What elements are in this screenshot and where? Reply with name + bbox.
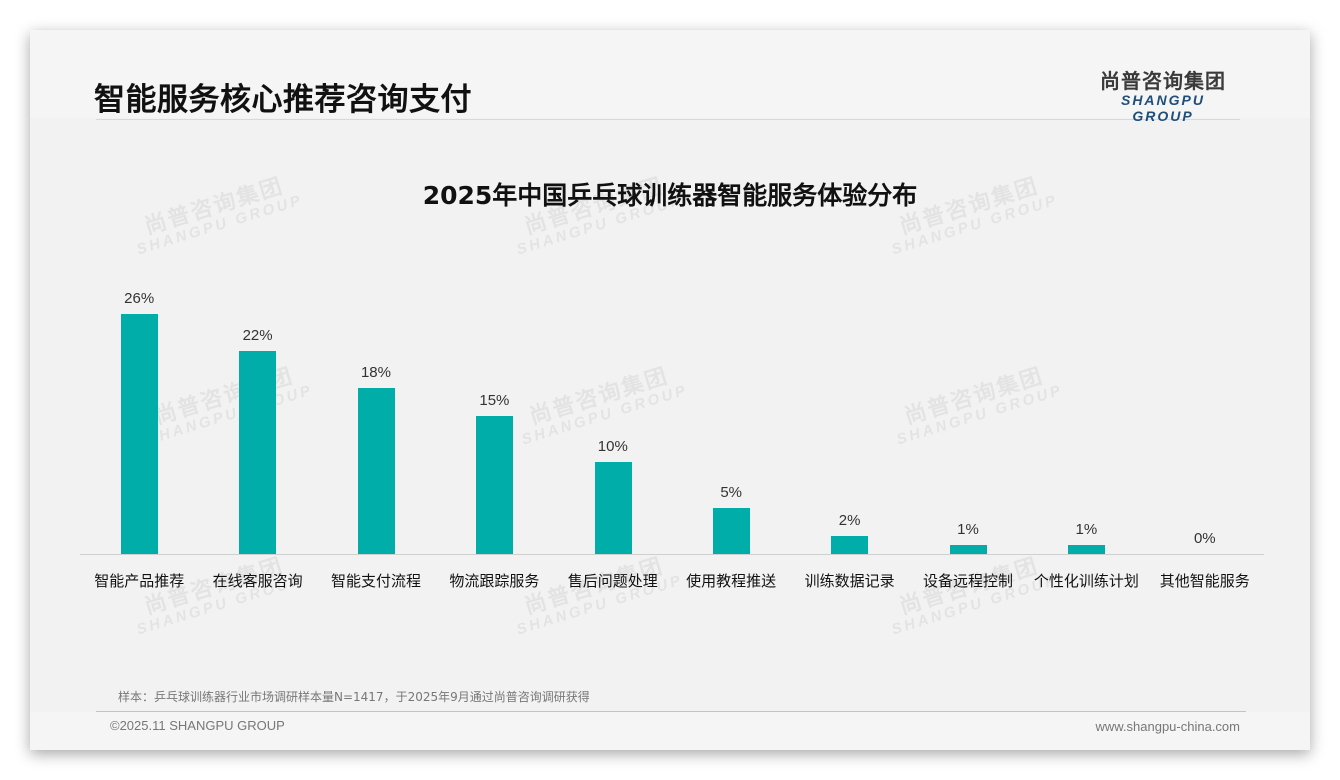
bar-group: 26% xyxy=(80,260,198,554)
category-label: 使用教程推送 xyxy=(686,572,777,590)
bar[interactable] xyxy=(713,507,750,554)
company-logo: 尚普咨询集团 SHANGPU GROUP xyxy=(1088,65,1238,124)
bar[interactable] xyxy=(949,544,987,554)
value-label: 5% xyxy=(720,483,743,501)
value-label: 1% xyxy=(957,520,979,538)
value-label: 15% xyxy=(479,391,510,409)
value-label: 26% xyxy=(124,290,155,307)
bar-group: 22% xyxy=(198,260,316,554)
slide: 智能服务核心推荐咨询支付 尚普咨询集团 SHANGPU GROUP 尚普咨询集团… xyxy=(30,30,1310,750)
bar[interactable] xyxy=(357,387,395,554)
bar[interactable] xyxy=(121,314,158,554)
logo-en: SHANGPU GROUP xyxy=(1120,92,1205,124)
category-label: 智能产品推荐 xyxy=(94,572,185,590)
watermark: 尚普咨询集团 SHANGPU GROUP xyxy=(514,553,686,639)
category-label: 设备远程控制 xyxy=(922,572,1013,590)
page-title: 智能服务核心推荐咨询支付 xyxy=(94,82,472,118)
value-label: 10% xyxy=(597,437,628,455)
header-band xyxy=(30,30,1310,118)
watermark: 尚普咨询集团 SHANGPU GROUP xyxy=(889,553,1061,639)
bar[interactable] xyxy=(594,461,632,554)
bar-group: 5% xyxy=(672,260,790,554)
logo-cn: 尚普咨询集团 xyxy=(1100,69,1226,93)
bar-group: 0% xyxy=(1146,260,1264,554)
chart-title: 2025年中国乒乓球训练器智能服务体验分布 xyxy=(422,181,918,210)
copyright: ©2025.11 SHANGPU GROUP xyxy=(110,718,285,733)
bar-group: 15% xyxy=(435,260,553,554)
bar-group: 2% xyxy=(790,260,908,554)
sample-note: 样本：乒乓球训练器行业市场调研样本量N=1417，于2025年9月通过尚普咨询调… xyxy=(118,690,590,704)
value-label: 0% xyxy=(1193,530,1216,547)
bar-group: 18% xyxy=(317,260,435,554)
value-label: 18% xyxy=(360,363,391,381)
watermark: 尚普咨询集团 SHANGPU GROUP xyxy=(134,553,306,639)
x-axis-line xyxy=(80,554,1264,555)
bar[interactable] xyxy=(831,535,869,554)
category-label: 物流跟踪服务 xyxy=(449,572,540,590)
footer-band xyxy=(30,712,1310,750)
value-label: 1% xyxy=(1075,520,1098,538)
category-label: 在线客服咨询 xyxy=(212,572,303,590)
category-label: 个性化训练计划 xyxy=(1033,572,1139,590)
bar-group: 1% xyxy=(1027,260,1145,554)
bar-group: 10% xyxy=(554,260,672,554)
bar[interactable] xyxy=(476,415,514,554)
bar[interactable] xyxy=(239,350,277,554)
website-link[interactable]: www.shangpu-china.com xyxy=(1095,719,1240,734)
category-label: 训练数据记录 xyxy=(804,572,895,590)
category-label: 智能支付流程 xyxy=(330,572,421,590)
value-label: 2% xyxy=(838,511,861,529)
footer-divider xyxy=(96,711,1246,712)
bar-group: 1% xyxy=(909,260,1027,554)
bar[interactable] xyxy=(1068,544,1106,554)
category-label: 售后问题处理 xyxy=(567,572,658,590)
value-label: 22% xyxy=(242,326,273,344)
bar-chart: 26% 智能产品推荐 22% 在线客服咨询 18% 智能支付流程 15% 物流跟踪服务 10% 售… xyxy=(80,260,1264,590)
title-divider xyxy=(96,119,1240,120)
category-label: 其他智能服务 xyxy=(1159,572,1250,590)
